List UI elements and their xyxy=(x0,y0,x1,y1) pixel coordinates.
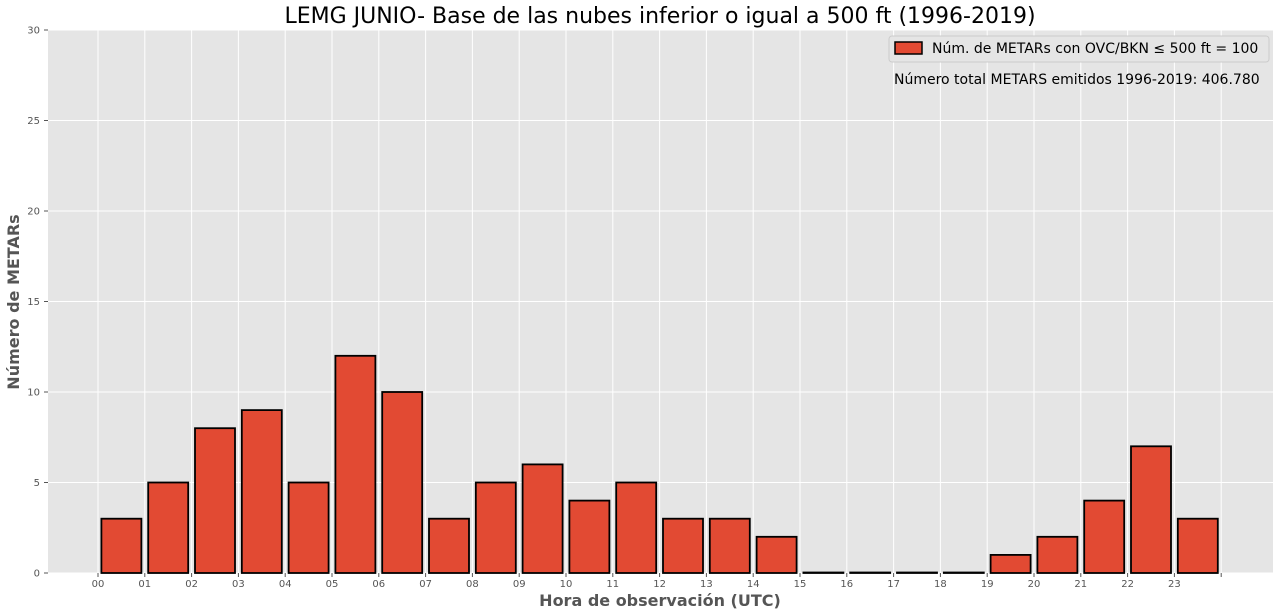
bar-21 xyxy=(1083,499,1126,574)
bar-00 xyxy=(100,517,143,574)
bar-11 xyxy=(615,481,658,574)
bar-22 xyxy=(1130,445,1172,574)
bar-14 xyxy=(755,535,798,574)
x-tick-label: 07 xyxy=(419,579,432,590)
bars xyxy=(100,354,1219,574)
x-tick-label: 15 xyxy=(794,579,807,590)
y-axis-label: Número de METARs xyxy=(4,214,23,389)
x-tick-label: 11 xyxy=(606,579,619,590)
bar-08 xyxy=(474,481,517,574)
x-tick-label: 01 xyxy=(138,579,151,590)
x-tick-label: 18 xyxy=(934,579,947,590)
legend-swatch xyxy=(894,41,923,55)
x-tick-label: 10 xyxy=(560,579,573,590)
x-tick-label: 21 xyxy=(1074,579,1087,590)
x-tick-label: 09 xyxy=(513,579,526,590)
x-tick-label: 04 xyxy=(279,579,292,590)
bar-19 xyxy=(989,554,1032,574)
legend-label: Núm. de METARs con OVC/BKN ≤ 500 ft = 10… xyxy=(932,41,1258,57)
bar-02 xyxy=(194,427,236,574)
x-tick-label: 23 xyxy=(1168,579,1181,590)
bar-17 xyxy=(896,571,938,574)
bar-15 xyxy=(802,571,845,574)
x-axis-label: Hora de observación (UTC) xyxy=(539,591,781,610)
bar-09 xyxy=(521,463,564,574)
x-tick-label: 20 xyxy=(1028,579,1041,590)
x-tick-label: 16 xyxy=(840,579,853,590)
x-tick-label: 22 xyxy=(1121,579,1134,590)
y-tick-label: 25 xyxy=(27,116,40,127)
y-tick-label: 15 xyxy=(27,297,40,308)
bar-04 xyxy=(287,481,330,574)
y-tick-label: 30 xyxy=(27,26,40,37)
x-tick-label: 12 xyxy=(653,579,666,590)
x-tick-label: 06 xyxy=(372,579,385,590)
x-tick-label: 05 xyxy=(326,579,339,590)
legend: Núm. de METARs con OVC/BKN ≤ 500 ft = 10… xyxy=(888,35,1270,63)
legend-frame xyxy=(888,35,1270,63)
y-tick-label: 5 xyxy=(34,478,40,489)
y-tick-label: 20 xyxy=(27,207,40,218)
bar-20 xyxy=(1036,535,1079,574)
x-tick-label: 02 xyxy=(185,579,198,590)
x-tick-label: 17 xyxy=(887,579,900,590)
bar-23 xyxy=(1176,517,1219,574)
x-tick-label: 14 xyxy=(747,579,760,590)
bar-03 xyxy=(240,409,283,574)
x-tick-label: 08 xyxy=(466,579,479,590)
bar-10 xyxy=(568,499,611,574)
x-tick-label: 19 xyxy=(981,579,994,590)
bar-16 xyxy=(849,571,892,574)
annotation-total-metars: Número total METARS emitidos 1996-2019: … xyxy=(894,72,1260,88)
x-tick-label: 13 xyxy=(700,579,713,590)
bar-13 xyxy=(708,517,751,574)
chart-title: LEMG JUNIO- Base de las nubes inferior o… xyxy=(284,4,1035,29)
bar-05 xyxy=(334,354,377,574)
bar-18 xyxy=(942,571,985,574)
x-tick-label: 03 xyxy=(232,579,245,590)
y-tick-label: 10 xyxy=(27,388,40,399)
bar-06 xyxy=(381,391,424,574)
bar-01 xyxy=(147,481,190,574)
y-tick-label: 0 xyxy=(34,569,40,580)
grid xyxy=(48,29,1273,574)
bar-12 xyxy=(662,517,704,574)
x-tick-label: 00 xyxy=(92,579,105,590)
bar-07 xyxy=(428,517,470,574)
